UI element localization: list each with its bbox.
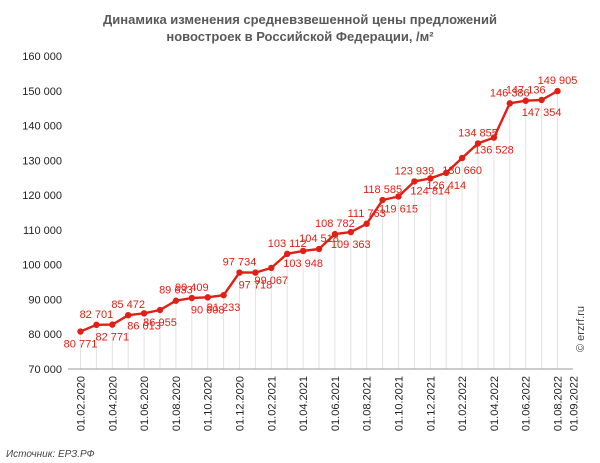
chart-title-line2: новостроек в Российской Федерации, /м²: [166, 29, 434, 44]
data-point: [411, 178, 418, 185]
data-point: [140, 310, 148, 317]
y-tick-label: 90 000: [28, 294, 62, 306]
x-tick-label: 01.06.2020: [139, 376, 151, 431]
data-point: [490, 134, 498, 141]
y-tick-label: 80 000: [28, 329, 62, 341]
data-label: 103 948: [283, 258, 323, 270]
data-label: 149 905: [538, 75, 578, 87]
data-point: [284, 250, 291, 258]
y-axis-ticks: 70 000 80 000 90 000 100 000 110 000 120 000 1…: [22, 51, 62, 376]
data-label: 130 660: [442, 165, 482, 177]
data-label: 104 518: [299, 233, 339, 245]
data-point: [506, 100, 513, 107]
data-label: 109 363: [331, 239, 371, 251]
data-label: 90 608: [191, 304, 225, 316]
data-label: 126 414: [426, 180, 466, 192]
x-axis-ticks: 01.02.2020 01.04.2020 01.06.2020 01.08.2020…: [76, 376, 581, 431]
x-tick-label: 01.06.2022: [521, 376, 533, 431]
data-point: [93, 321, 100, 329]
data-point: [363, 220, 370, 227]
data-label: 89 633: [159, 285, 193, 297]
chart-title-line1: Динамика изменения средневзвешенной цены…: [103, 12, 497, 27]
data-point: [554, 87, 561, 95]
x-tick-label: 01.06.2021: [330, 376, 342, 431]
data-label: 99 067: [254, 275, 288, 287]
data-label: 86 955: [143, 317, 177, 329]
x-tick-label: 01.08.2022: [553, 376, 565, 431]
y-tick-label: 100 000: [22, 260, 62, 272]
x-tick-label: 01.04.2022: [489, 376, 501, 431]
y-tick-label: 70 000: [28, 364, 62, 376]
data-label: 97 734: [223, 257, 257, 269]
x-tick-label: 01.10.2021: [394, 376, 406, 431]
data-label: 134 855: [458, 127, 498, 139]
data-point: [204, 294, 211, 301]
data-label: 103 112: [268, 238, 307, 250]
data-label: 82 701: [80, 309, 114, 321]
data-point: [109, 321, 116, 328]
data-label: 147 354: [522, 107, 562, 119]
x-tick-label: 01.08.2021: [362, 376, 374, 431]
y-tick-label: 150 000: [22, 86, 62, 98]
vertical-drop-lines: [80, 91, 558, 369]
data-label: 108 782: [315, 218, 355, 230]
x-tick-label: 01.04.2020: [107, 376, 119, 431]
data-point: [458, 154, 466, 162]
data-point: [522, 97, 529, 104]
data-points: [77, 87, 561, 335]
data-label: 147 136: [506, 85, 546, 97]
data-point: [236, 269, 243, 276]
data-label: 97 718: [239, 280, 273, 292]
y-tick-label: 130 000: [22, 155, 62, 167]
data-point: [188, 294, 195, 302]
data-label: 111 763: [348, 208, 386, 220]
data-point: [315, 245, 323, 253]
data-point: [252, 269, 259, 276]
x-tick-label: 01.02.2022: [457, 376, 469, 431]
data-point: [395, 193, 402, 200]
source-note: Источник: ЕРЗ.РФ: [6, 449, 95, 460]
data-point: [77, 328, 84, 335]
x-tick-label: 01.09.2022: [568, 376, 580, 431]
data-label: 90 409: [175, 282, 209, 294]
data-label: 124 814: [410, 185, 450, 197]
data-point: [379, 196, 386, 204]
x-tick-label: 01.02.2021: [266, 376, 278, 431]
data-label: 91 233: [207, 302, 241, 314]
data-label: 80 771: [64, 339, 98, 351]
data-point: [220, 291, 227, 299]
data-point: [347, 228, 354, 236]
data-point: [299, 247, 307, 255]
y-tick-label: 110 000: [23, 225, 62, 237]
x-tick-label: 01.12.2021: [425, 376, 437, 431]
data-label: 136 528: [474, 145, 514, 157]
y-tick-label: 120 000: [22, 190, 62, 202]
data-label: 118 585: [363, 184, 402, 196]
x-tick-label: 01.08.2020: [171, 376, 183, 431]
data-point: [474, 140, 482, 147]
data-label: 85 472: [111, 299, 145, 311]
data-point: [172, 297, 180, 304]
data-point: [427, 175, 434, 182]
data-point: [538, 96, 545, 104]
x-tick-label: 01.02.2020: [76, 376, 88, 431]
y-tick-label: 160 000: [22, 51, 62, 63]
data-point: [443, 169, 450, 177]
data-label: 119 615: [379, 203, 418, 215]
x-tick-label: 01.04.2021: [298, 376, 310, 431]
x-tick-label: 01.12.2020: [235, 376, 247, 431]
watermark: © erzrf.ru: [575, 306, 587, 352]
y-tick-label: 140 000: [22, 121, 62, 133]
data-point: [331, 230, 339, 238]
data-label: 146 386: [490, 87, 530, 99]
data-point: [125, 311, 132, 319]
x-tick-label: 01.10.2020: [203, 376, 215, 431]
data-point: [268, 264, 275, 272]
data-label: 86 013: [127, 320, 161, 332]
data-label: 123 939: [395, 165, 435, 177]
data-point: [156, 306, 164, 314]
data-label: 82 771: [95, 332, 129, 344]
